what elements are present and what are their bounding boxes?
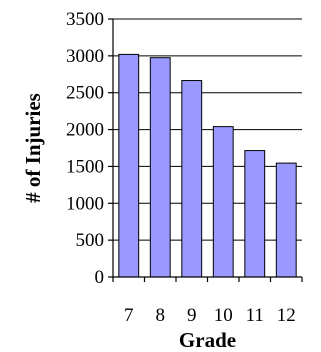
- bar-grade-8: [149, 57, 171, 278]
- y-axis-title: # of Injuries: [21, 93, 45, 203]
- x-tick-label: 7: [124, 305, 134, 326]
- y-tick-label: 2000: [66, 120, 104, 141]
- x-tick-label: 9: [187, 305, 197, 326]
- bar-grade-10: [212, 126, 234, 278]
- x-tick-label: 12: [277, 305, 296, 326]
- x-tick-label: 11: [246, 305, 264, 326]
- bar-grade-7: [118, 53, 140, 278]
- x-axis-title: Grade: [179, 328, 236, 352]
- y-tick-label: 1000: [66, 193, 104, 214]
- y-axis-ticks: 0 500 1000 1500 2000 2500 3000 3500: [66, 9, 113, 288]
- bar-grade-11: [244, 150, 266, 278]
- bar-grade-9: [181, 80, 203, 278]
- bars: [118, 53, 297, 278]
- y-tick-label: 0: [95, 267, 105, 288]
- axes: [112, 19, 302, 278]
- x-tick-label: 8: [156, 305, 166, 326]
- bar-grade-12: [275, 162, 297, 278]
- y-tick-label: 3000: [66, 46, 104, 67]
- gridlines: [113, 18, 302, 241]
- y-tick-label: 1500: [66, 156, 104, 177]
- x-tick-label: 10: [214, 305, 233, 326]
- y-tick-label: 500: [76, 230, 105, 251]
- y-tick-label: 3500: [66, 9, 104, 30]
- y-tick-label: 2500: [66, 83, 104, 104]
- x-axis-ticks: 7 8 9 10 11 12: [112, 277, 303, 326]
